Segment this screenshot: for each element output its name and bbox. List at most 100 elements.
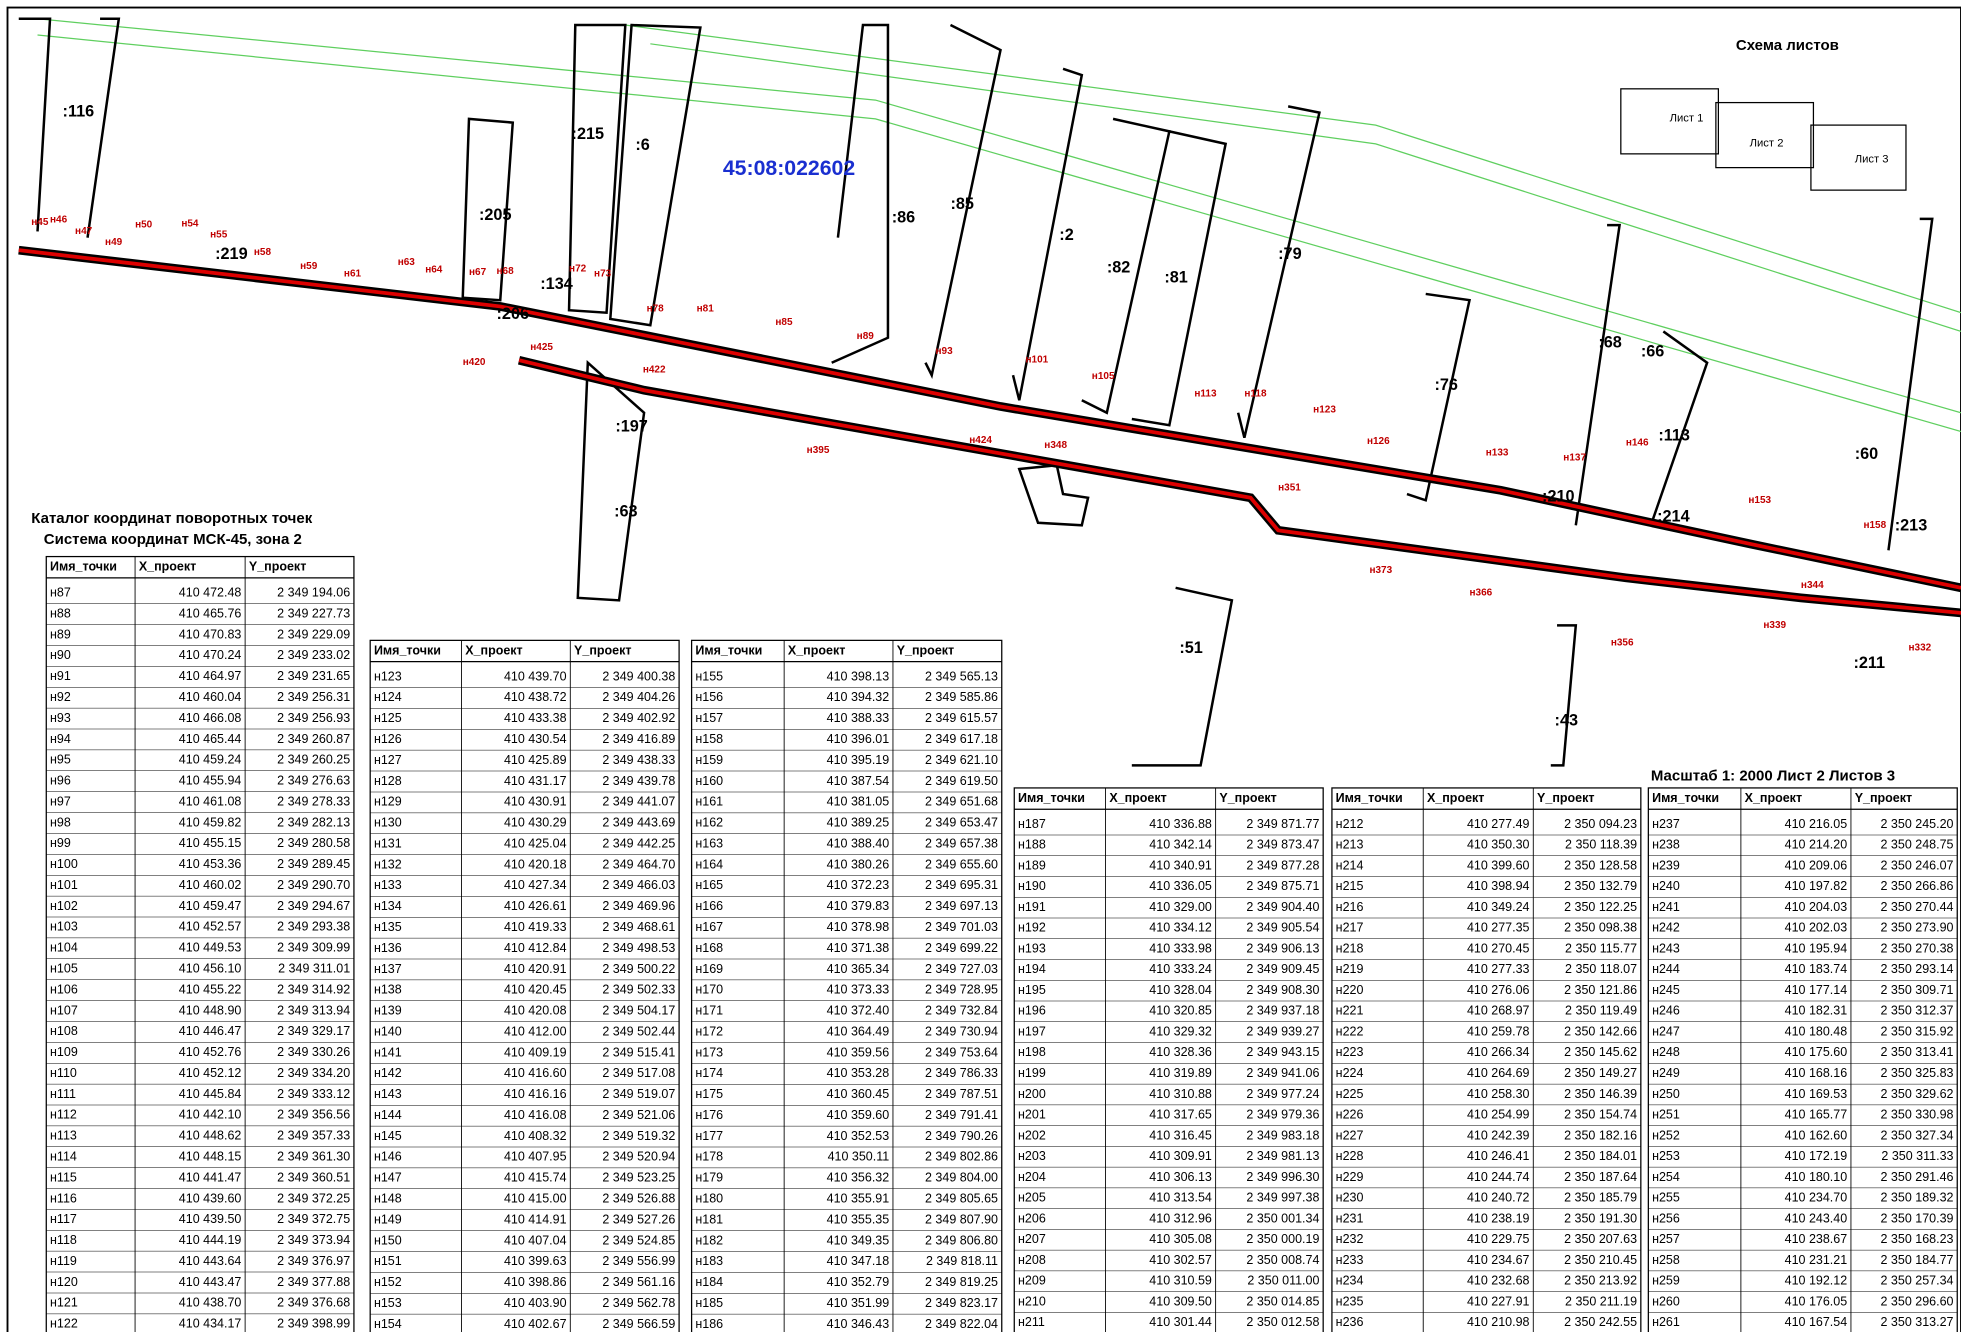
table-cell: 410 378.98 — [827, 920, 890, 934]
table-cell: 2 349 562.78 — [602, 1296, 675, 1310]
table-cell: н213 — [1336, 838, 1364, 852]
parcel-label: :113 — [1658, 426, 1690, 444]
table-cell: 410 372.23 — [827, 878, 890, 892]
table-cell: 410 427.34 — [504, 878, 567, 892]
table-cell: н142 — [374, 1066, 402, 1080]
table-cell: 2 349 290.70 — [277, 878, 350, 892]
table-cell: н193 — [1018, 941, 1046, 955]
table-cell: н108 — [50, 1024, 78, 1038]
table-cell: н195 — [1018, 983, 1046, 997]
column-header: Имя_точки — [374, 643, 441, 657]
table-cell: 410 210.98 — [1467, 1315, 1530, 1329]
table-cell: 2 350 293.14 — [1880, 962, 1953, 976]
table-cell: 410 415.00 — [504, 1192, 567, 1206]
table-cell: 410 439.50 — [179, 1212, 242, 1226]
column-header: X_проект — [1745, 791, 1802, 805]
table-cell: 410 276.06 — [1467, 983, 1530, 997]
table-cell: 410 425.89 — [504, 753, 567, 767]
column-header: Y_проект — [1219, 791, 1276, 805]
table-cell: 2 350 207.63 — [1564, 1232, 1637, 1246]
table-cell: 410 456.10 — [179, 962, 242, 976]
table-cell: н202 — [1018, 1128, 1046, 1142]
table-cell: 410 438.70 — [179, 1296, 242, 1310]
table-cell: 2 349 943.15 — [1246, 1045, 1319, 1059]
table-cell: 410 334.12 — [1149, 921, 1212, 935]
table-cell: н200 — [1018, 1087, 1046, 1101]
column-header: X_проект — [1109, 791, 1166, 805]
table-cell: 410 420.08 — [504, 1004, 567, 1018]
table-cell: н145 — [374, 1129, 402, 1143]
table-cell: 2 349 373.94 — [277, 1233, 350, 1247]
table-cell: н236 — [1336, 1315, 1364, 1329]
table-cell: 2 349 875.71 — [1246, 879, 1319, 893]
table-cell: н131 — [374, 836, 402, 850]
table-cell: н231 — [1336, 1211, 1364, 1225]
table-cell: н170 — [695, 983, 723, 997]
coordinate-table: Имя_точки X_проект Y_проект н87 410 472.48 2 … — [45, 555, 355, 1332]
table-cell: 2 349 519.07 — [602, 1087, 675, 1101]
table-cell: н124 — [374, 690, 402, 704]
table-cell: 410 448.15 — [179, 1149, 242, 1163]
point-label: н58 — [254, 247, 272, 258]
table-cell: 2 349 937.18 — [1246, 1004, 1319, 1018]
table-cell: 410 460.02 — [179, 878, 242, 892]
table-cell: н220 — [1336, 983, 1364, 997]
table-cell: 410 420.91 — [504, 962, 567, 976]
table-cell: 2 349 402.92 — [602, 711, 675, 725]
table-cell: 2 349 566.59 — [602, 1317, 675, 1331]
table-cell: н209 — [1018, 1274, 1046, 1288]
table-cell: н199 — [1018, 1066, 1046, 1080]
table-cell: 2 349 524.85 — [602, 1233, 675, 1247]
table-cell: 410 419.33 — [504, 920, 567, 934]
table-cell: н168 — [695, 941, 723, 955]
table-cell: 2 349 502.44 — [602, 1024, 675, 1038]
table-cell: н148 — [374, 1192, 402, 1206]
table-cell: 410 309.91 — [1149, 1149, 1212, 1163]
point-label: н55 — [210, 230, 228, 241]
table-cell: н139 — [374, 1004, 402, 1018]
table-cell: 2 349 313.94 — [277, 1003, 350, 1017]
table-cell: 410 240.72 — [1467, 1191, 1530, 1205]
table-cell: 410 387.54 — [827, 774, 890, 788]
table-cell: 2 350 210.45 — [1564, 1253, 1637, 1267]
table-cell: 2 349 314.92 — [277, 982, 350, 996]
table-cell: 2 350 311.33 — [1881, 1149, 1953, 1163]
table-cell: 2 349 804.00 — [925, 1171, 998, 1185]
table-cell: 410 168.16 — [1785, 1066, 1848, 1080]
table-cell: 410 466.08 — [179, 711, 242, 725]
table-cell: 410 172.19 — [1785, 1149, 1848, 1163]
table-cell: 410 209.06 — [1785, 858, 1848, 872]
table-cell: 410 407.04 — [504, 1233, 567, 1247]
table-cell: н96 — [50, 774, 71, 788]
column-header: Имя_точки — [1652, 791, 1719, 805]
table-cell: 410 455.15 — [179, 836, 242, 850]
table-cell: 2 350 146.39 — [1564, 1087, 1637, 1101]
point-label: н59 — [300, 261, 318, 272]
table-cell: н105 — [50, 962, 78, 976]
table-cell: н106 — [50, 982, 78, 996]
table-cell: 2 349 309.99 — [277, 941, 350, 955]
coordinate-table: Имя_точки X_проект Y_проект н155 410 398.13 2… — [690, 639, 1003, 1332]
table-border — [1331, 787, 1642, 1332]
table-cell: 410 452.76 — [179, 1045, 242, 1059]
table-cell: 2 350 325.83 — [1880, 1066, 1953, 1080]
table-cell: 410 244.74 — [1467, 1170, 1530, 1184]
scale-note: Масштаб 1: 2000 Лист 2 Листов 3 — [1651, 767, 1895, 784]
table-cell: н237 — [1652, 817, 1680, 831]
table-cell: 410 214.20 — [1785, 838, 1848, 852]
table-cell: н205 — [1018, 1191, 1046, 1205]
table-cell: 2 349 790.26 — [925, 1129, 998, 1143]
table-cell: 2 349 398.99 — [277, 1317, 350, 1331]
table-cell: 2 349 823.17 — [925, 1296, 998, 1310]
table-cell: 2 349 357.33 — [277, 1129, 350, 1143]
table-cell: 410 320.85 — [1149, 1004, 1212, 1018]
table-cell: н260 — [1652, 1294, 1680, 1308]
parcel-label: :206 — [497, 305, 530, 323]
table-cell: 410 452.12 — [179, 1066, 242, 1080]
table-cell: 410 431.17 — [504, 774, 567, 788]
table-cell: 2 349 981.13 — [1246, 1149, 1319, 1163]
table-cell: н91 — [50, 669, 71, 683]
table-cell: 2 349 807.90 — [925, 1212, 998, 1226]
table-cell: н89 — [50, 627, 71, 641]
point-label: н50 — [135, 220, 153, 231]
